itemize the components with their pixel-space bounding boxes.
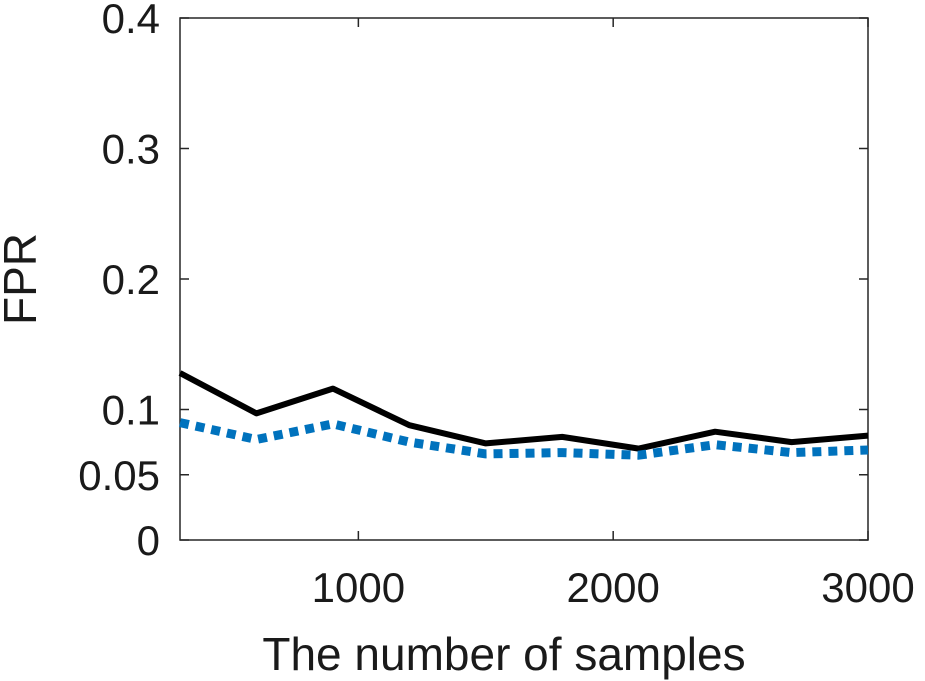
x-tick-label: 2000: [566, 564, 659, 611]
plot-area: [179, 17, 869, 541]
x-tick-label: 3000: [821, 564, 914, 611]
x-tick-label: 1000: [312, 564, 405, 611]
y-tick-label: 0.4: [102, 0, 160, 42]
series-line-2: [179, 418, 869, 460]
series-layer: [178, 370, 869, 460]
y-tick-label: 0.1: [102, 387, 160, 434]
series-line-1: [178, 370, 869, 452]
y-tick-label: 0.05: [78, 452, 160, 499]
y-tick-label: 0: [137, 517, 160, 564]
plot-frame: [179, 17, 869, 541]
x-axis-title: The number of samples: [262, 628, 745, 680]
ticks-layer: 0 0.05 0.1 0.2 0.3 0.4 1000 2000 3000: [78, 0, 914, 611]
y-tick-label: 0.2: [102, 256, 160, 303]
y-axis-title: FPR: [0, 233, 46, 325]
y-tick-label: 0.3: [102, 126, 160, 173]
